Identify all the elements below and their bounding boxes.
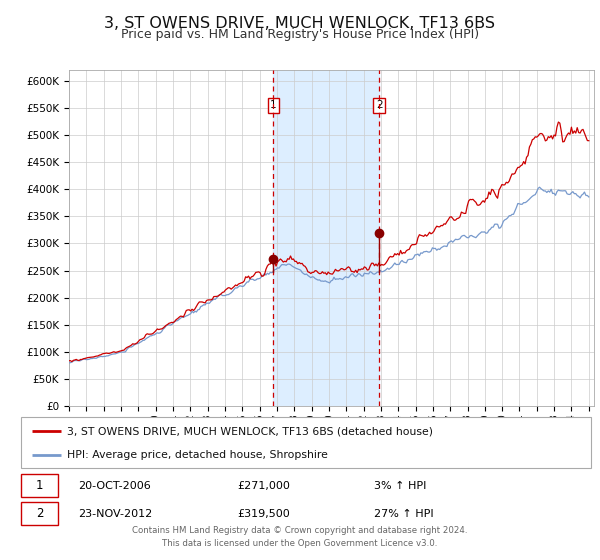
- Text: 23-NOV-2012: 23-NOV-2012: [78, 508, 152, 519]
- Text: 2: 2: [376, 100, 382, 110]
- Text: 27% ↑ HPI: 27% ↑ HPI: [374, 508, 434, 519]
- Text: HPI: Average price, detached house, Shropshire: HPI: Average price, detached house, Shro…: [67, 450, 328, 460]
- Text: £319,500: £319,500: [238, 508, 290, 519]
- Text: 1: 1: [270, 100, 277, 110]
- Text: 2: 2: [36, 507, 43, 520]
- Text: 20-OCT-2006: 20-OCT-2006: [78, 480, 151, 491]
- Text: 3% ↑ HPI: 3% ↑ HPI: [374, 480, 427, 491]
- Text: Price paid vs. HM Land Registry's House Price Index (HPI): Price paid vs. HM Land Registry's House …: [121, 28, 479, 41]
- Text: 1: 1: [36, 479, 43, 492]
- Text: 3, ST OWENS DRIVE, MUCH WENLOCK, TF13 6BS (detached house): 3, ST OWENS DRIVE, MUCH WENLOCK, TF13 6B…: [67, 426, 433, 436]
- Text: Contains HM Land Registry data © Crown copyright and database right 2024.
This d: Contains HM Land Registry data © Crown c…: [132, 526, 468, 548]
- FancyBboxPatch shape: [21, 502, 58, 525]
- FancyBboxPatch shape: [21, 474, 58, 497]
- Text: £271,000: £271,000: [238, 480, 290, 491]
- Text: 3, ST OWENS DRIVE, MUCH WENLOCK, TF13 6BS: 3, ST OWENS DRIVE, MUCH WENLOCK, TF13 6B…: [104, 16, 496, 31]
- FancyBboxPatch shape: [21, 417, 591, 468]
- Bar: [274, 70, 379, 406]
